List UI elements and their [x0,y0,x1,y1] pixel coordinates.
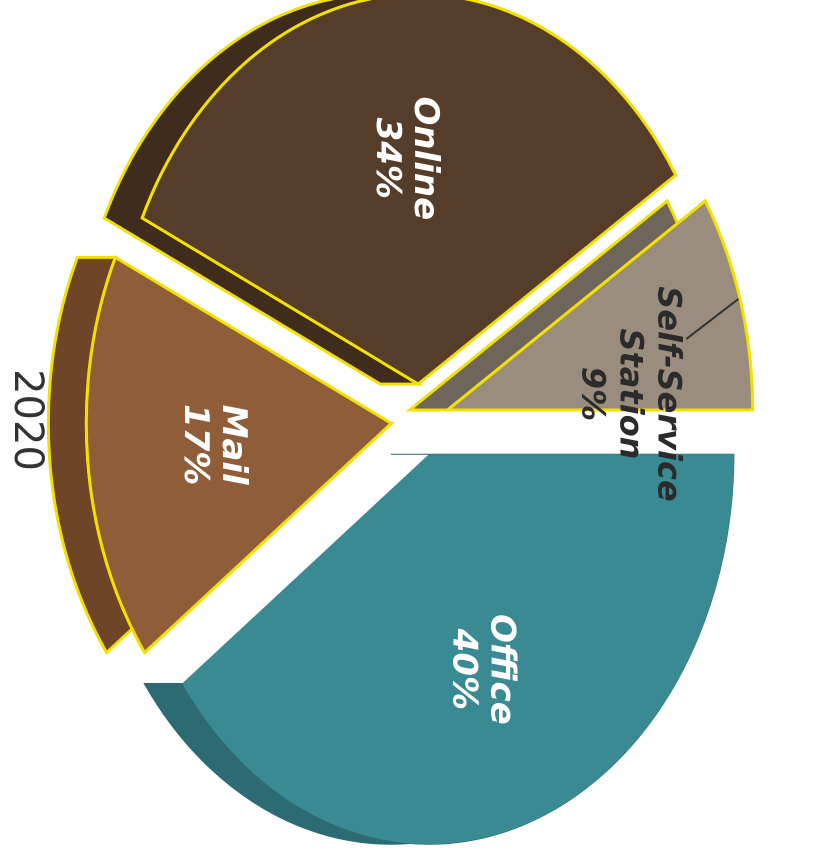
slice-label-online: Online [406,96,446,220]
slice-label-office: Office [483,614,523,725]
slice-self-service-station [443,198,755,412]
slice-online [140,0,678,386]
slice-tops [84,0,755,845]
slice-value-office: 40% [445,628,485,710]
leader-line-self-service-station [685,298,740,340]
slice-mail [84,255,394,656]
slice-office [182,454,734,845]
chart-title: 2020 [5,369,51,471]
slice-value-mail: 17% [176,404,216,485]
slice-value-online: 34% [368,118,408,199]
ext-label-line-2-self-service-station: Station [612,328,650,459]
slice-label-mail: Mail [214,405,254,486]
ext-value-self-service-station: 9% [574,367,612,421]
ext-label-line-1-self-service-station: Self-Service [650,286,688,501]
